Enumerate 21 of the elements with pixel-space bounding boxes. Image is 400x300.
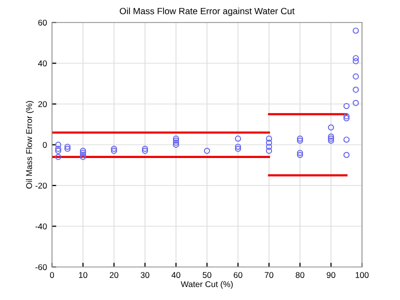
x-tick-label: 20 bbox=[110, 272, 118, 278]
y-tick-label: 60 bbox=[38, 20, 47, 26]
y-tick-label: 40 bbox=[38, 60, 47, 66]
x-tick-label: 0 bbox=[50, 272, 54, 278]
y-tick-label: 0 bbox=[42, 142, 47, 148]
x-tick-label: 40 bbox=[172, 272, 180, 278]
x-tick-label: 10 bbox=[79, 272, 88, 278]
y-tick-label: 20 bbox=[38, 101, 47, 108]
x-tick-label: 70 bbox=[264, 272, 274, 278]
chart-title: Oil Mass Flow Rate Error against Water Cut bbox=[120, 8, 295, 16]
x-tick-label: 60 bbox=[234, 272, 242, 278]
x-tick-label: 50 bbox=[202, 272, 212, 278]
y-axis-title: Oil Mass Flow Error (%) bbox=[26, 101, 34, 189]
x-tick-label: 90 bbox=[326, 272, 336, 278]
x-axis-title: Water Cut (%) bbox=[180, 281, 233, 289]
y-tick-label: -20 bbox=[35, 182, 47, 189]
x-tick-label: 100 bbox=[356, 272, 369, 278]
x-tick-label: 30 bbox=[140, 272, 150, 278]
y-tick-label: -40 bbox=[35, 223, 47, 230]
x-tick-label: 80 bbox=[296, 272, 304, 278]
y-tick-label: -60 bbox=[35, 264, 47, 270]
